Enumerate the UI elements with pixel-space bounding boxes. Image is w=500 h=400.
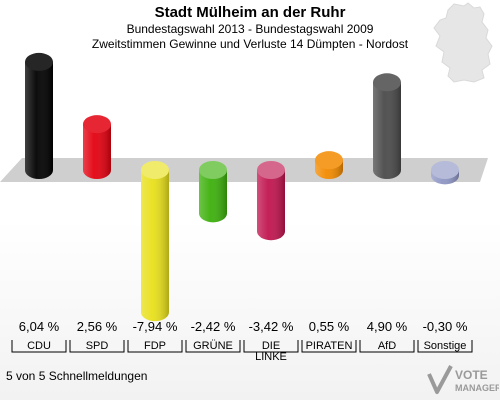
chart-subtitle: Bundestagswahl 2013 - Bundestagswahl 200… <box>126 22 374 36</box>
category-bracket <box>301 340 357 353</box>
bar-cap <box>199 161 227 179</box>
bar-cap <box>257 161 285 179</box>
bar-cap <box>315 151 343 170</box>
bar-grüne <box>199 161 227 223</box>
category-label: LINKE <box>255 351 287 363</box>
bar-afd <box>373 73 401 179</box>
bar-die-linke <box>257 161 285 241</box>
category-bracket <box>69 340 125 353</box>
category-label: PIRATEN <box>306 340 353 352</box>
category-bracket <box>417 340 473 353</box>
category-label: SPD <box>86 340 109 352</box>
value-label: -2,42 % <box>191 319 236 334</box>
category-label: FDP <box>144 340 166 352</box>
baseline-band <box>0 158 488 182</box>
chart-title: Stadt Mülheim an der Ruhr <box>154 4 346 21</box>
value-label: 2,56 % <box>77 319 118 334</box>
category-label: GRÜNE <box>193 340 233 352</box>
svg-text:MANAGER: MANAGER <box>455 383 499 393</box>
bar-cap <box>141 161 169 179</box>
category-label: CDU <box>27 340 51 352</box>
category-label: DIE <box>262 340 280 352</box>
category-label: Sonstige <box>424 340 467 352</box>
value-label: 6,04 % <box>19 319 60 334</box>
category-bracket <box>185 340 241 353</box>
chart-description: Zweitstimmen Gewinne und Verluste 14 Düm… <box>91 37 409 51</box>
svg-text:VOTE: VOTE <box>455 368 488 382</box>
category-bracket <box>11 340 67 353</box>
germany-map-icon <box>433 2 493 83</box>
bar-spd <box>83 115 111 179</box>
chart-header: Stadt Mülheim an der Ruhr Bundestagswahl… <box>0 4 500 52</box>
vote-manager-logo: VOTE MANAGER <box>427 365 499 394</box>
bar-shading <box>25 61 53 179</box>
category-bracket <box>127 340 183 353</box>
bar-shading <box>83 124 111 179</box>
value-label: -3,42 % <box>249 319 294 334</box>
value-label: -7,94 % <box>133 319 178 334</box>
category-bracket <box>359 340 415 353</box>
category-label: AfD <box>378 340 396 352</box>
bar-sonstige <box>431 161 459 185</box>
bar-cap <box>373 73 401 92</box>
bar-shading <box>141 170 169 322</box>
bar-cap <box>83 115 111 134</box>
value-label: -0,30 % <box>423 319 468 334</box>
value-label: 4,90 % <box>367 319 408 334</box>
bar-cap <box>25 52 53 71</box>
bar-fdp <box>141 161 169 322</box>
bar-shading <box>257 170 285 241</box>
value-label: 0,55 % <box>309 319 350 334</box>
category-bracket <box>243 340 299 353</box>
bar-cdu <box>25 52 53 179</box>
report-status: 5 von 5 Schnellmeldungen <box>6 369 148 383</box>
bar-cap <box>431 161 459 179</box>
bar-piraten <box>315 151 343 179</box>
bar-shading <box>373 82 401 179</box>
bar-shading <box>199 170 227 223</box>
